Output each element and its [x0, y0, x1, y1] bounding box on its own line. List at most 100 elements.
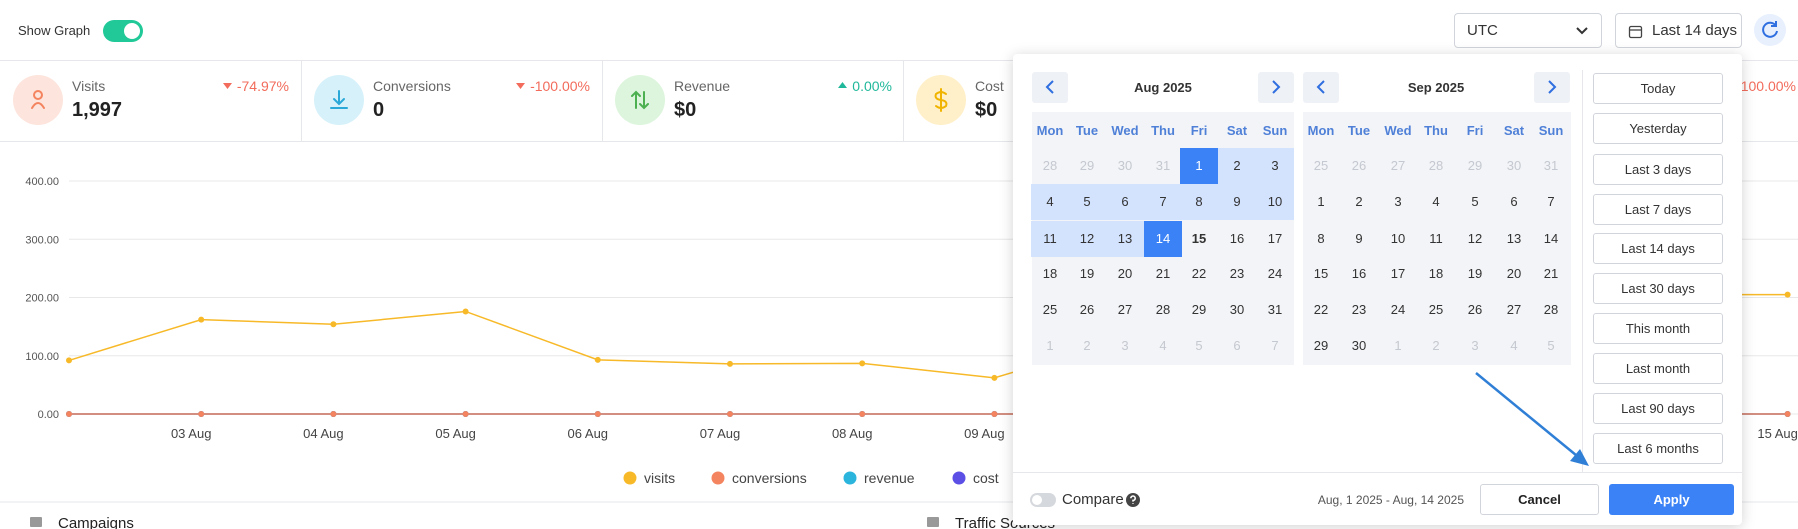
- refresh-button[interactable]: [1753, 13, 1787, 47]
- day-cell[interactable]: 29: [1467, 158, 1483, 173]
- month-nav[interactable]: [1303, 72, 1339, 103]
- day-cell[interactable]: 3: [1121, 338, 1129, 353]
- day-cell[interactable]: 17: [1267, 231, 1283, 246]
- day-cell[interactable]: 1: [1046, 338, 1054, 353]
- day-cell[interactable]: 30: [1117, 158, 1133, 173]
- day-cell[interactable]: 20: [1117, 266, 1133, 281]
- day-cell[interactable]: 29: [1191, 302, 1207, 317]
- day-cell[interactable]: 24: [1267, 266, 1283, 281]
- day-cell[interactable]: 29: [1313, 338, 1329, 353]
- day-cell[interactable]: 1: [1394, 338, 1402, 353]
- day-cell[interactable]: 15: [1191, 231, 1207, 246]
- day-cell[interactable]: 24: [1390, 302, 1406, 317]
- day-cell[interactable]: 1: [1317, 194, 1325, 209]
- cancel-button[interactable]: Cancel: [1480, 484, 1599, 515]
- day-cell[interactable]: 28: [1042, 158, 1058, 173]
- day-cell[interactable]: 27: [1506, 302, 1522, 317]
- day-cell[interactable]: 8: [1180, 184, 1218, 220]
- day-cell[interactable]: 10: [1390, 231, 1406, 246]
- day-cell[interactable]: 16: [1351, 266, 1367, 281]
- preset-button[interactable]: Last 90 days: [1593, 392, 1723, 424]
- day-cell[interactable]: 5: [1471, 194, 1479, 209]
- day-cell[interactable]: 4: [1031, 184, 1069, 220]
- day-cell[interactable]: 28: [1155, 302, 1171, 317]
- preset-button[interactable]: Last 6 months: [1593, 432, 1723, 464]
- day-cell[interactable]: 31: [1267, 302, 1283, 317]
- day-cell[interactable]: 4: [1159, 338, 1167, 353]
- day-cell[interactable]: 25: [1428, 302, 1444, 317]
- month-nav[interactable]: [1032, 72, 1068, 103]
- preset-button[interactable]: Last month: [1593, 352, 1723, 384]
- day-cell[interactable]: 30: [1229, 302, 1245, 317]
- day-cell[interactable]: 27: [1390, 158, 1406, 173]
- day-cell[interactable]: 13: [1106, 221, 1144, 257]
- day-cell[interactable]: 4: [1432, 194, 1440, 209]
- day-cell[interactable]: 22: [1313, 302, 1329, 317]
- day-cell[interactable]: 11: [1031, 221, 1069, 257]
- day-cell[interactable]: 25: [1042, 302, 1058, 317]
- day-cell[interactable]: 6: [1510, 194, 1518, 209]
- day-cell[interactable]: 2: [1218, 148, 1256, 184]
- day-cell[interactable]: 9: [1355, 231, 1363, 246]
- day-cell[interactable]: 3: [1471, 338, 1479, 353]
- day-cell[interactable]: 25: [1313, 158, 1329, 173]
- day-cell[interactable]: 12: [1068, 221, 1106, 257]
- day-cell[interactable]: 14: [1543, 231, 1559, 246]
- day-cell[interactable]: 2: [1083, 338, 1091, 353]
- day-cell[interactable]: 23: [1351, 302, 1367, 317]
- day-cell[interactable]: 3: [1394, 194, 1402, 209]
- day-cell[interactable]: 30: [1351, 338, 1367, 353]
- day-cell[interactable]: 5: [1195, 338, 1203, 353]
- day-cell[interactable]: 8: [1317, 231, 1325, 246]
- preset-button[interactable]: Last 7 days: [1593, 193, 1723, 225]
- day-cell[interactable]: 22: [1191, 266, 1207, 281]
- day-cell[interactable]: 26: [1467, 302, 1483, 317]
- day-cell[interactable]: 5: [1068, 184, 1106, 220]
- day-cell[interactable]: 19: [1467, 266, 1483, 281]
- day-cell[interactable]: 31: [1543, 158, 1559, 173]
- day-cell[interactable]: 18: [1042, 266, 1058, 281]
- day-cell[interactable]: 5: [1547, 338, 1555, 353]
- day-cell[interactable]: 26: [1079, 302, 1095, 317]
- day-cell[interactable]: 7: [1144, 184, 1182, 220]
- preset-button[interactable]: Last 14 days: [1593, 232, 1723, 264]
- range-button[interactable]: Last 14 days: [1615, 13, 1742, 48]
- preset-button[interactable]: Last 30 days: [1593, 272, 1723, 304]
- compare-toggle[interactable]: [1030, 493, 1056, 507]
- day-cell[interactable]: 12: [1467, 231, 1483, 246]
- day-cell[interactable]: 7: [1547, 194, 1555, 209]
- day-cell[interactable]: 7: [1271, 338, 1279, 353]
- day-cell[interactable]: 4: [1510, 338, 1518, 353]
- apply-button[interactable]: Apply: [1609, 484, 1734, 515]
- preset-button[interactable]: Yesterday: [1593, 112, 1723, 144]
- day-cell[interactable]: 10: [1256, 184, 1294, 220]
- preset-button[interactable]: Last 3 days: [1593, 153, 1723, 185]
- timezone-select[interactable]: UTC: [1454, 13, 1602, 48]
- day-cell[interactable]: 2: [1355, 194, 1363, 209]
- day-cell[interactable]: 20: [1506, 266, 1522, 281]
- day-cell[interactable]: 3: [1256, 148, 1294, 184]
- day-cell[interactable]: 21: [1155, 266, 1171, 281]
- day-cell[interactable]: 6: [1233, 338, 1241, 353]
- month-nav[interactable]: [1534, 72, 1570, 103]
- day-cell[interactable]: 14: [1144, 221, 1182, 257]
- day-cell[interactable]: 15: [1313, 266, 1329, 281]
- day-cell[interactable]: 16: [1229, 231, 1245, 246]
- day-cell[interactable]: 1: [1180, 148, 1218, 184]
- day-cell[interactable]: 23: [1229, 266, 1245, 281]
- day-cell[interactable]: 11: [1429, 231, 1443, 246]
- day-cell[interactable]: 13: [1506, 231, 1522, 246]
- day-cell[interactable]: 31: [1155, 158, 1171, 173]
- day-cell[interactable]: 19: [1079, 266, 1095, 281]
- day-cell[interactable]: 18: [1428, 266, 1444, 281]
- graph-toggle[interactable]: [103, 20, 143, 42]
- day-cell[interactable]: 9: [1218, 184, 1256, 220]
- day-cell[interactable]: 21: [1543, 266, 1559, 281]
- day-cell[interactable]: 29: [1079, 158, 1095, 173]
- day-cell[interactable]: 17: [1390, 266, 1406, 281]
- day-cell[interactable]: 6: [1106, 184, 1144, 220]
- day-cell[interactable]: 30: [1506, 158, 1522, 173]
- day-cell[interactable]: 2: [1432, 338, 1440, 353]
- preset-button[interactable]: This month: [1593, 312, 1723, 344]
- day-cell[interactable]: 28: [1428, 158, 1444, 173]
